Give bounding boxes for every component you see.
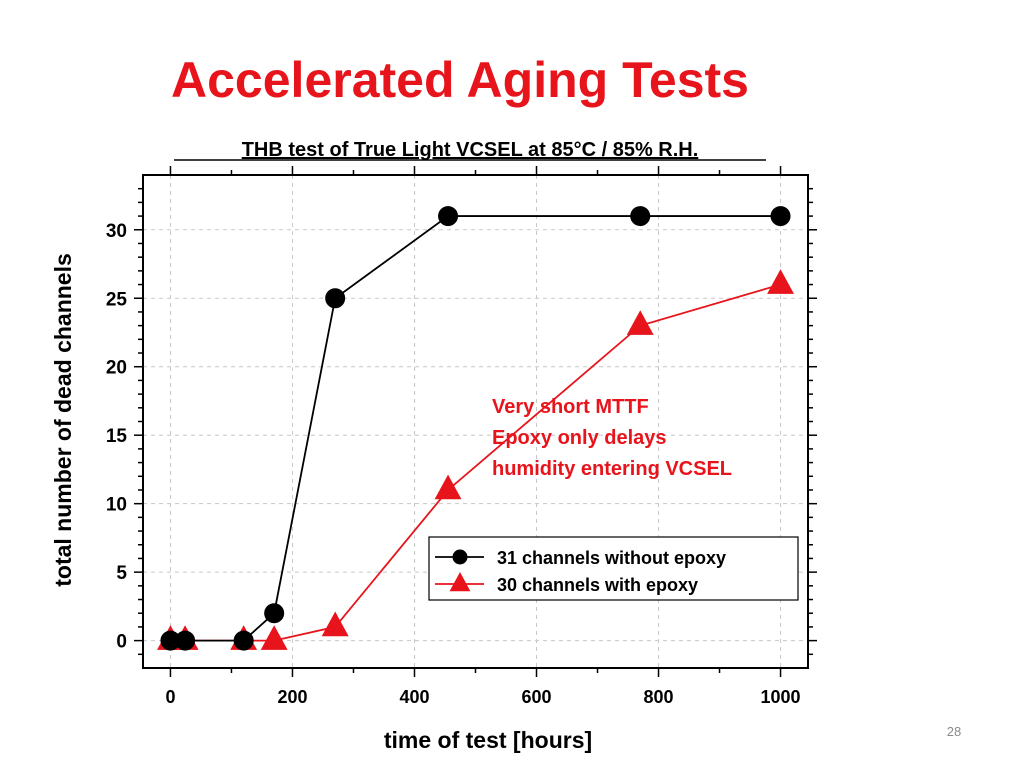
y-axis-label: total number of dead channels	[50, 253, 76, 587]
x-tick-label: 800	[644, 687, 674, 707]
data-point	[770, 206, 791, 227]
series-layer	[157, 206, 794, 651]
x-tick-label: 600	[521, 687, 551, 707]
data-point	[260, 625, 288, 650]
data-point	[325, 288, 346, 309]
y-tick-label: 30	[106, 221, 127, 242]
data-point	[175, 630, 196, 651]
legend-marker	[449, 572, 471, 592]
y-tick-label: 25	[106, 289, 128, 310]
legend-entry: 30 channels with epoxy	[435, 572, 698, 595]
legend-label: 30 channels with epoxy	[497, 575, 698, 595]
legend: 31 channels without epoxy 30 channels wit…	[428, 536, 799, 601]
x-tick-label: 0	[165, 687, 175, 707]
data-point	[767, 269, 794, 294]
data-point	[626, 310, 654, 335]
slide-title: Accelerated Aging Tests	[171, 52, 749, 108]
legend-entry: 31 channels without epoxy	[435, 548, 726, 568]
x-axis-label: time of test [hours]	[384, 727, 592, 753]
data-point	[434, 474, 462, 500]
data-point	[321, 611, 349, 637]
annotation-line: Epoxy only delays	[492, 427, 667, 449]
chart-title: THB test of True Light VCSEL at 85°C / 8…	[242, 139, 699, 161]
y-tick-label: 10	[106, 495, 127, 516]
series-without-epoxy	[160, 206, 791, 651]
legend-box	[428, 536, 799, 601]
annotation-line: humidity entering VCSEL	[492, 458, 732, 480]
data-point	[438, 206, 459, 227]
legend-marker	[452, 549, 468, 565]
data-point	[264, 603, 285, 624]
x-tick-label: 400	[399, 687, 429, 707]
annotation: Very short MTTF Epoxy only delays humidity…	[492, 396, 732, 480]
y-tick-label: 5	[116, 563, 127, 584]
data-point	[630, 206, 651, 227]
x-tick-label: 200	[277, 687, 307, 707]
axes: 0 200 400 600 800 1000 0 5 10 15 20 25 30	[106, 166, 817, 707]
page-number: 28	[946, 724, 962, 739]
data-point	[233, 630, 254, 651]
legend-label: 31 channels without epoxy	[497, 548, 726, 568]
annotation-line: Very short MTTF	[492, 396, 649, 418]
y-tick-label: 20	[106, 358, 127, 379]
y-tick-label: 0	[116, 632, 127, 653]
y-tick-label: 15	[106, 426, 128, 447]
x-tick-label: 1000	[761, 687, 801, 707]
